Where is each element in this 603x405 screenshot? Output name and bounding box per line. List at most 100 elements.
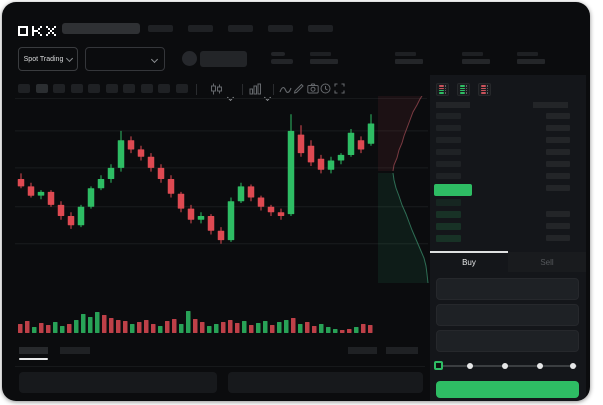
active-tab-underline bbox=[19, 358, 48, 360]
timeframe-slot[interactable] bbox=[53, 84, 65, 93]
chart-bottom-toggle[interactable] bbox=[348, 347, 377, 354]
slider-stop[interactable] bbox=[570, 363, 576, 369]
ask-amount-placeholder bbox=[546, 161, 570, 167]
view-bids-button[interactable] bbox=[457, 83, 470, 96]
bid-amount-placeholder bbox=[546, 211, 570, 217]
orderbook-view-buttons bbox=[436, 83, 491, 96]
view-all-button[interactable] bbox=[436, 83, 449, 96]
stat-placeholder bbox=[517, 52, 547, 67]
timeframe-slot[interactable] bbox=[123, 84, 135, 93]
bid-amount-placeholder bbox=[546, 235, 570, 241]
timeframe-slot[interactable] bbox=[140, 84, 153, 93]
ask-price-placeholder[interactable] bbox=[436, 137, 461, 143]
global-search-input[interactable] bbox=[62, 23, 140, 34]
ask-amount-placeholder bbox=[546, 173, 570, 179]
market-type-label: Spot Trading bbox=[23, 55, 64, 63]
bid-price-placeholder[interactable] bbox=[436, 235, 461, 242]
coin-avatar bbox=[182, 51, 197, 66]
ask-amount-placeholder bbox=[546, 113, 570, 119]
orderbook-header-price bbox=[436, 102, 470, 108]
tab-sell-label: Sell bbox=[540, 257, 554, 267]
fullscreen-icon[interactable] bbox=[334, 83, 345, 94]
main-nav bbox=[148, 25, 333, 32]
pair-selector[interactable] bbox=[85, 47, 165, 71]
stat-label-placeholder bbox=[517, 52, 538, 56]
slider-stop[interactable] bbox=[502, 363, 508, 369]
orderbook-trade-panel: Buy Sell bbox=[430, 75, 586, 401]
amount-slider-handle[interactable] bbox=[434, 361, 443, 370]
bid-price-placeholder[interactable] bbox=[436, 223, 461, 230]
stat-label-placeholder bbox=[462, 52, 483, 56]
view-asks-button[interactable] bbox=[478, 83, 491, 96]
chart-bottom-tab-active[interactable] bbox=[19, 347, 48, 354]
timeframe-slot[interactable] bbox=[88, 84, 100, 93]
stat-label-placeholder bbox=[395, 52, 416, 56]
indicator-wave-icon[interactable] bbox=[279, 86, 292, 94]
camera-icon[interactable] bbox=[307, 83, 319, 94]
okx-logo bbox=[18, 23, 56, 41]
ask-amount-placeholder bbox=[546, 125, 570, 131]
price-placeholder bbox=[271, 52, 285, 56]
stat-placeholder bbox=[395, 52, 425, 67]
stat-placeholder bbox=[462, 52, 492, 67]
nav-item[interactable] bbox=[188, 25, 213, 32]
stat-value-placeholder bbox=[395, 59, 423, 64]
timeframe-slot[interactable] bbox=[18, 84, 30, 93]
toolbar-divider bbox=[196, 84, 197, 95]
price-change-placeholder bbox=[271, 59, 293, 64]
order-form-input[interactable] bbox=[436, 278, 579, 300]
stat-value-placeholder bbox=[462, 59, 490, 64]
bottom-panel-left[interactable] bbox=[19, 372, 217, 393]
chart-bottom-tab[interactable] bbox=[60, 347, 90, 354]
ask-price-placeholder[interactable] bbox=[436, 173, 461, 179]
toolbar-divider-line bbox=[15, 98, 427, 99]
slider-stop[interactable] bbox=[537, 363, 543, 369]
clock-icon[interactable] bbox=[320, 83, 331, 94]
ask-price-placeholder[interactable] bbox=[436, 149, 461, 155]
trade-tabs: Buy Sell bbox=[430, 251, 586, 272]
ask-price-placeholder[interactable] bbox=[436, 161, 461, 167]
timeframe-slot[interactable] bbox=[70, 84, 83, 93]
ask-price-placeholder[interactable] bbox=[436, 125, 461, 131]
tab-buy[interactable]: Buy bbox=[430, 251, 508, 272]
bid-price-placeholder[interactable] bbox=[436, 199, 461, 206]
chevron-down-icon bbox=[150, 55, 159, 64]
timeframe-slot[interactable] bbox=[175, 84, 188, 93]
chevron-down-icon bbox=[66, 54, 74, 62]
draw-pencil-icon[interactable] bbox=[293, 83, 304, 94]
tab-sell[interactable]: Sell bbox=[508, 252, 586, 272]
order-form-input[interactable] bbox=[436, 304, 579, 326]
candle-style-button[interactable] bbox=[210, 83, 223, 95]
nav-item[interactable] bbox=[308, 25, 333, 32]
buy-submit-button[interactable] bbox=[436, 381, 579, 398]
timeframe-slot[interactable] bbox=[158, 84, 170, 93]
orderbook-row-amount bbox=[546, 185, 570, 191]
orderbook-header-amount bbox=[533, 102, 568, 108]
nav-item[interactable] bbox=[268, 25, 293, 32]
timeframe-row bbox=[18, 84, 188, 93]
slider-stop[interactable] bbox=[467, 363, 473, 369]
stat-placeholder bbox=[310, 52, 340, 67]
nav-item[interactable] bbox=[228, 25, 253, 32]
last-price-badge[interactable] bbox=[434, 184, 472, 196]
bottom-panel-right[interactable] bbox=[228, 372, 423, 393]
timeframe-slot[interactable] bbox=[35, 84, 48, 93]
toolbar-divider bbox=[273, 84, 274, 95]
candlestick-chart[interactable] bbox=[15, 96, 430, 338]
chart-bottom-toggle[interactable] bbox=[386, 347, 418, 354]
bid-price-placeholder[interactable] bbox=[436, 211, 461, 218]
interval-button[interactable] bbox=[249, 83, 261, 95]
stat-label-placeholder bbox=[310, 52, 331, 56]
bottom-divider bbox=[15, 366, 425, 367]
bid-amount-placeholder bbox=[546, 223, 570, 229]
ask-amount-placeholder bbox=[546, 149, 570, 155]
timeframe-slot[interactable] bbox=[105, 84, 118, 93]
order-form-input[interactable] bbox=[436, 330, 579, 352]
active-tab-indicator bbox=[430, 251, 508, 253]
toolbar-divider bbox=[242, 84, 243, 95]
ask-amount-placeholder bbox=[546, 137, 570, 143]
nav-item[interactable] bbox=[148, 25, 173, 32]
market-type-button[interactable]: Spot Trading bbox=[18, 47, 78, 71]
ask-price-placeholder[interactable] bbox=[436, 113, 461, 119]
